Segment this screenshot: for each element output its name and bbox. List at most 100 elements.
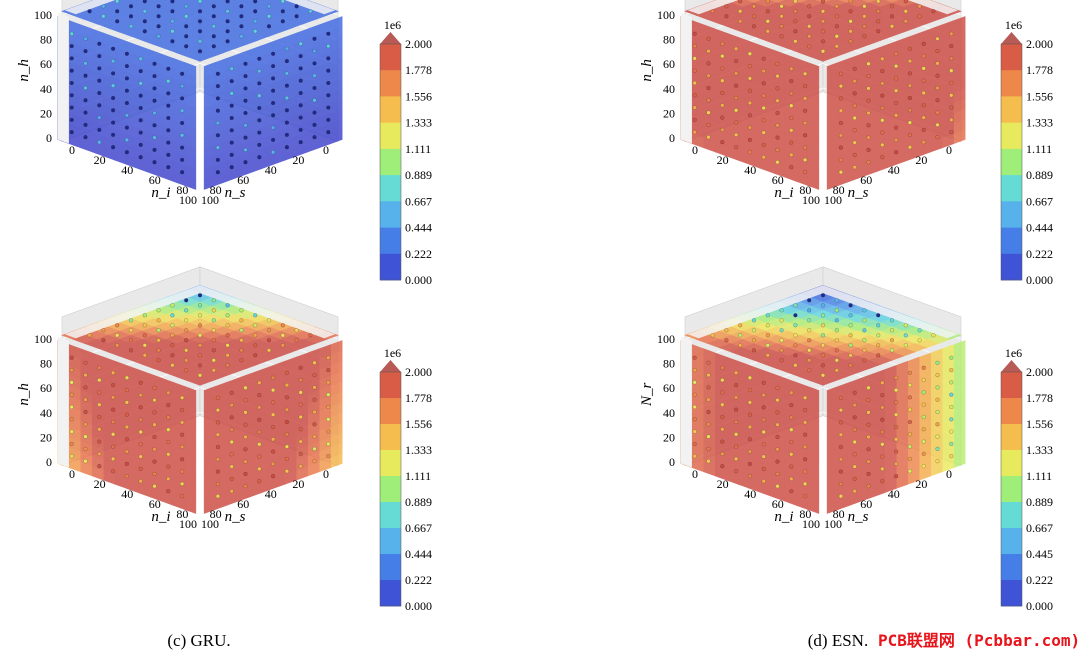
data-point <box>803 494 808 499</box>
data-point <box>312 397 317 402</box>
data-point <box>280 323 285 328</box>
data-point <box>880 442 885 447</box>
data-point <box>152 110 157 115</box>
data-point <box>921 378 926 383</box>
cutaway-top <box>687 0 959 15</box>
data-point <box>720 402 725 407</box>
data-point <box>69 417 74 422</box>
data-point <box>115 9 120 14</box>
data-point <box>834 44 839 49</box>
data-point <box>101 328 106 333</box>
x-axis-label: n_s <box>848 509 869 525</box>
data-point <box>298 402 303 407</box>
data-point <box>124 51 129 56</box>
data-point <box>692 454 697 459</box>
data-point <box>751 328 756 333</box>
data-point <box>97 390 102 395</box>
data-point <box>949 31 954 36</box>
data-point <box>734 132 739 137</box>
colorbar-tick-label: 2.000 <box>405 37 432 51</box>
data-point <box>239 358 244 363</box>
data-point <box>124 400 129 405</box>
data-point <box>138 81 143 86</box>
data-point <box>747 400 752 405</box>
data-point <box>765 353 770 358</box>
data-point <box>789 91 794 96</box>
data-point <box>692 392 697 397</box>
data-point <box>751 348 756 353</box>
data-point <box>738 343 743 348</box>
data-point <box>903 333 908 338</box>
data-point <box>156 34 161 39</box>
data-point <box>215 84 220 89</box>
data-point <box>243 398 248 403</box>
data-point <box>166 390 171 395</box>
data-point <box>229 452 234 457</box>
data-point <box>803 432 808 437</box>
data-point <box>271 51 276 56</box>
data-point <box>820 313 825 318</box>
data-point <box>734 432 739 437</box>
data-point <box>284 444 289 449</box>
data-point <box>229 427 234 432</box>
data-point <box>907 432 912 437</box>
colorbar-band <box>380 398 401 425</box>
z-tick-label: 20 <box>40 430 52 444</box>
data-point <box>894 425 899 430</box>
chart-panel-3: 020406080100020406080100020406080100n_hn… <box>16 266 432 650</box>
data-point <box>779 14 784 19</box>
data-point <box>807 368 812 373</box>
data-point <box>124 150 129 155</box>
data-point <box>907 383 912 388</box>
data-point <box>889 328 894 333</box>
data-point <box>779 24 784 29</box>
data-point <box>124 64 129 69</box>
data-point <box>267 4 272 9</box>
data-point <box>894 375 899 380</box>
y-tick-label: 100 <box>824 517 842 531</box>
data-point <box>789 390 794 395</box>
data-point <box>115 19 120 24</box>
data-point <box>166 415 171 420</box>
data-point <box>284 59 289 64</box>
data-point <box>308 9 313 14</box>
data-point <box>97 140 102 145</box>
data-point <box>111 83 116 88</box>
data-point <box>789 440 794 445</box>
data-point <box>803 71 808 76</box>
data-point <box>257 466 262 471</box>
data-point <box>775 435 780 440</box>
data-point <box>142 313 147 318</box>
data-point <box>803 445 808 450</box>
data-point <box>852 440 857 445</box>
data-point <box>852 476 857 481</box>
data-point <box>917 338 922 343</box>
data-point <box>838 481 843 486</box>
colorbar: 2.000 1.778 1.556 1.333 1.111 0.889 0.667 0.444… <box>379 346 432 613</box>
data-point <box>907 59 912 64</box>
data-point <box>862 34 867 39</box>
data-point <box>156 328 161 333</box>
data-point <box>152 459 157 464</box>
data-point <box>229 390 234 395</box>
data-point <box>138 430 143 435</box>
data-point <box>917 328 922 333</box>
colorbar-extend-arrow <box>380 32 401 44</box>
data-point <box>789 403 794 408</box>
data-point <box>789 79 794 84</box>
data-point <box>692 429 697 434</box>
data-point <box>257 430 262 435</box>
data-point <box>706 98 711 103</box>
colorbar-tick-label: 1.778 <box>405 63 432 77</box>
data-point <box>170 0 175 4</box>
data-point <box>253 353 258 358</box>
data-point <box>243 74 248 79</box>
data-point <box>284 120 289 125</box>
y-tick-label: 60 <box>772 497 784 511</box>
data-point <box>280 9 285 14</box>
data-point <box>692 44 697 49</box>
data-point <box>838 395 843 400</box>
colorbar-band <box>380 253 401 281</box>
data-point <box>793 353 798 358</box>
colorbar-extend-arrow <box>1001 360 1022 372</box>
